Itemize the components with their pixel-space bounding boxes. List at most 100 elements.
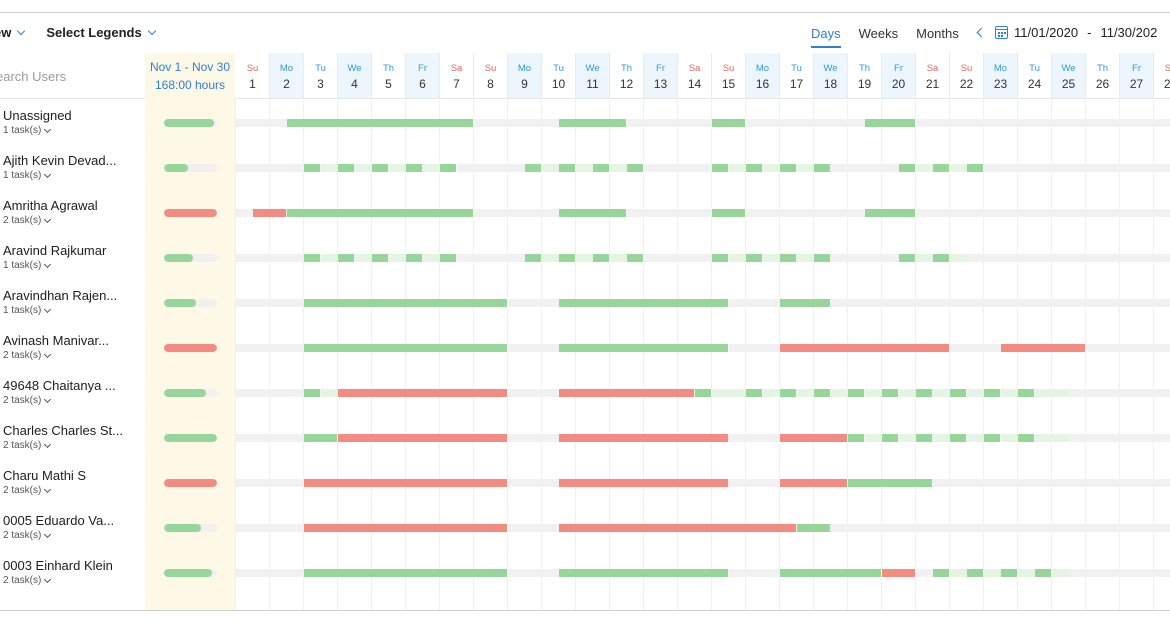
- allocation-bar[interactable]: [440, 164, 457, 172]
- overload-bar[interactable]: [1001, 344, 1086, 352]
- allocation-bar[interactable]: [1035, 569, 1052, 577]
- task-count-toggle[interactable]: 2 task(s): [3, 485, 52, 496]
- allocation-bar[interactable]: [780, 389, 797, 397]
- user-row[interactable]: Amritha Agrawal 2 task(s): [0, 188, 1170, 233]
- user-row[interactable]: 0005 Eduardo Va... 2 task(s): [0, 503, 1170, 548]
- allocation-bar[interactable]: [746, 164, 763, 172]
- allocation-bar[interactable]: [695, 389, 712, 397]
- allocation-bar[interactable]: [627, 254, 644, 262]
- overload-bar[interactable]: [882, 569, 916, 577]
- allocation-bar[interactable]: [967, 569, 984, 577]
- user-row[interactable]: Charles Charles St... 2 task(s): [0, 413, 1170, 458]
- allocation-bar[interactable]: [746, 389, 763, 397]
- allocation-bar[interactable]: [304, 344, 508, 352]
- allocation-bar[interactable]: [848, 434, 865, 442]
- overload-bar[interactable]: [559, 434, 729, 442]
- allocation-bar[interactable]: [559, 254, 576, 262]
- task-count-toggle[interactable]: 1 task(s): [3, 125, 52, 136]
- range-end[interactable]: 11/30/202: [1100, 25, 1158, 40]
- allocation-bar[interactable]: [304, 434, 338, 442]
- allocation-bar[interactable]: [525, 254, 542, 262]
- allocation-bar[interactable]: [848, 479, 933, 487]
- allocation-bar[interactable]: [304, 569, 508, 577]
- user-name[interactable]: 0003 Einhard Klein: [3, 558, 113, 573]
- user-name[interactable]: 0005 Eduardo Va...: [3, 513, 115, 528]
- allocation-bar[interactable]: [712, 119, 746, 127]
- allocation-bar[interactable]: [780, 254, 797, 262]
- user-row[interactable]: 0003 Einhard Klein 2 task(s): [0, 548, 1170, 593]
- allocation-bar[interactable]: [440, 254, 457, 262]
- user-row[interactable]: 49648 Chaitanya ... 2 task(s): [0, 368, 1170, 413]
- allocation-bar[interactable]: [933, 569, 950, 577]
- allocation-bar[interactable]: [797, 524, 831, 532]
- allocation-bar[interactable]: [967, 164, 984, 172]
- allocation-bar[interactable]: [916, 389, 933, 397]
- allocation-bar[interactable]: [559, 119, 627, 127]
- allocation-bar[interactable]: [593, 164, 610, 172]
- range-start[interactable]: 11/01/2020: [1014, 25, 1079, 40]
- allocation-bar[interactable]: [882, 434, 899, 442]
- overload-bar[interactable]: [780, 479, 848, 487]
- user-row[interactable]: Charu Mathi S 2 task(s): [0, 458, 1170, 503]
- allocation-bar[interactable]: [933, 164, 950, 172]
- user-name[interactable]: Aravind Rajkumar: [3, 243, 107, 258]
- allocation-bar[interactable]: [814, 389, 831, 397]
- overload-bar[interactable]: [253, 209, 287, 217]
- task-count-toggle[interactable]: 1 task(s): [3, 260, 52, 271]
- user-row[interactable]: Ajith Kevin Devad... 1 task(s): [0, 143, 1170, 188]
- allocation-bar[interactable]: [780, 569, 882, 577]
- allocation-bar[interactable]: [916, 434, 933, 442]
- user-name[interactable]: Avinash Manivar...: [3, 333, 109, 348]
- overload-bar[interactable]: [780, 344, 950, 352]
- allocation-bar[interactable]: [338, 164, 355, 172]
- allocation-bar[interactable]: [372, 254, 389, 262]
- allocation-bar[interactable]: [1018, 389, 1035, 397]
- user-name[interactable]: Charu Mathi S: [3, 468, 87, 483]
- task-count-toggle[interactable]: 1 task(s): [3, 170, 52, 181]
- allocation-bar[interactable]: [746, 254, 763, 262]
- allocation-bar[interactable]: [950, 389, 967, 397]
- allocation-bar[interactable]: [406, 164, 423, 172]
- user-name[interactable]: Amritha Agrawal: [3, 198, 98, 213]
- allocation-bar[interactable]: [338, 254, 355, 262]
- allocation-bar[interactable]: [848, 389, 865, 397]
- allocation-bar[interactable]: [1018, 434, 1035, 442]
- overload-bar[interactable]: [559, 389, 695, 397]
- overload-bar[interactable]: [559, 524, 797, 532]
- allocation-bar[interactable]: [559, 164, 576, 172]
- overload-bar[interactable]: [338, 434, 508, 442]
- overload-bar[interactable]: [304, 479, 508, 487]
- allocation-bar[interactable]: [984, 434, 1001, 442]
- tab-days[interactable]: Days: [811, 26, 841, 48]
- allocation-bar[interactable]: [712, 164, 729, 172]
- allocation-bar[interactable]: [933, 254, 950, 262]
- allocation-bar[interactable]: [304, 254, 321, 262]
- allocation-bar[interactable]: [593, 254, 610, 262]
- allocation-bar[interactable]: [882, 389, 899, 397]
- allocation-bar[interactable]: [984, 389, 1001, 397]
- allocation-bar[interactable]: [406, 254, 423, 262]
- user-row[interactable]: Avinash Manivar... 2 task(s): [0, 323, 1170, 368]
- allocation-bar[interactable]: [780, 299, 831, 307]
- allocation-bar[interactable]: [780, 164, 797, 172]
- allocation-bar[interactable]: [899, 254, 916, 262]
- overload-bar[interactable]: [780, 434, 848, 442]
- allocation-bar[interactable]: [525, 164, 542, 172]
- allocation-bar[interactable]: [865, 209, 916, 217]
- user-name[interactable]: Ajith Kevin Devad...: [3, 153, 117, 168]
- user-row[interactable]: Aravind Rajkumar 1 task(s): [0, 233, 1170, 278]
- allocation-bar[interactable]: [1001, 569, 1018, 577]
- allocation-bar[interactable]: [814, 254, 831, 262]
- user-row[interactable]: Aravindhan Rajen... 1 task(s): [0, 278, 1170, 323]
- overload-bar[interactable]: [559, 479, 729, 487]
- allocation-bar[interactable]: [287, 209, 474, 217]
- calendar-icon[interactable]: [995, 26, 1008, 39]
- search-users-input[interactable]: earch Users: [0, 69, 67, 84]
- allocation-bar[interactable]: [865, 119, 916, 127]
- allocation-bar[interactable]: [287, 119, 474, 127]
- allocation-bar[interactable]: [372, 164, 389, 172]
- task-count-toggle[interactable]: 2 task(s): [3, 575, 52, 586]
- allocation-bar[interactable]: [950, 434, 967, 442]
- overload-bar[interactable]: [338, 389, 508, 397]
- allocation-bar[interactable]: [304, 389, 321, 397]
